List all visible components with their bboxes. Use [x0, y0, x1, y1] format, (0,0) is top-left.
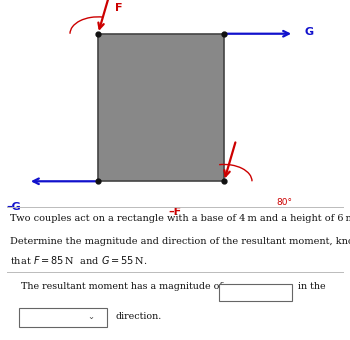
Text: –G: –G — [6, 202, 21, 212]
Text: –F: –F — [168, 207, 181, 217]
Text: Determine the magnitude and direction of the resultant moment, knowing: Determine the magnitude and direction of… — [10, 237, 350, 245]
Text: 80°: 80° — [276, 198, 293, 207]
Text: Two couples act on a rectangle with a base of 4 m and a height of 6 m.: Two couples act on a rectangle with a ba… — [10, 214, 350, 222]
Text: that $F = 85$ N  and $G = 55$ N.: that $F = 85$ N and $G = 55$ N. — [10, 254, 148, 266]
Text: F: F — [116, 3, 123, 14]
Text: in the: in the — [298, 282, 325, 290]
Text: direction.: direction. — [116, 312, 162, 321]
Polygon shape — [98, 34, 224, 181]
Text: The resultant moment has a magnitude of: The resultant moment has a magnitude of — [21, 282, 223, 290]
FancyBboxPatch shape — [19, 308, 107, 327]
Text: G: G — [304, 27, 314, 37]
FancyBboxPatch shape — [219, 284, 292, 301]
Text: ⌄: ⌄ — [88, 312, 94, 321]
